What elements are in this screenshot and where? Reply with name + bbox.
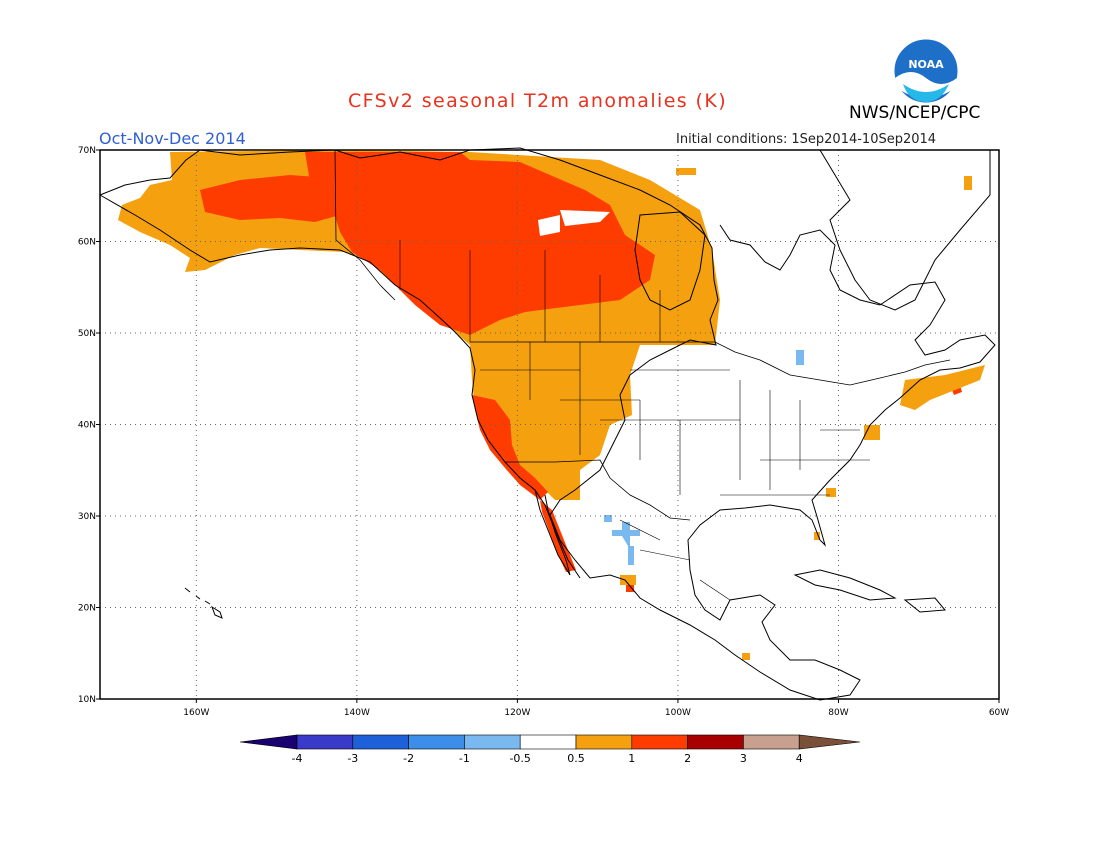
lat-tick-label: 20N <box>78 604 96 614</box>
colorbar: -4 -3 -2 -1 -0.5 0.5 1 2 3 4 <box>239 734 861 765</box>
lat-tick-label: 10N <box>78 695 96 705</box>
anomaly-region-red-california <box>472 395 548 500</box>
colorbar-label: -2 <box>403 752 414 765</box>
colorbar-label: 3 <box>740 752 747 765</box>
mexico-states <box>619 519 731 601</box>
alaska-canada-border <box>334 149 396 301</box>
lat-tick-label: 40N <box>78 421 96 431</box>
us-mexico-border <box>505 459 691 521</box>
anomaly-region-red-canada-core <box>305 152 655 335</box>
us-states <box>480 342 870 496</box>
anomaly-region-red-mexico-coast <box>626 585 634 592</box>
canada-us-border <box>470 341 951 386</box>
coastlines <box>99 147 996 701</box>
anomaly-region-red-alaska-core <box>200 175 340 222</box>
coastline-hispaniola <box>903 597 947 613</box>
anomaly-region-orange-new-england <box>900 365 985 410</box>
lon-tick-label: 80W <box>828 708 848 718</box>
axis-labels: 10N 20N 30N 40N 50N 60N 70N 160W 140W 120W 100W 80W… <box>78 146 1009 718</box>
colorbar-segment <box>352 734 409 750</box>
chart-title: CFSv2 seasonal T2m anomalies (K) <box>348 90 728 112</box>
coastline-west <box>99 194 581 579</box>
colorbar-segment <box>687 734 744 750</box>
anomaly-region-orange-carolinas <box>826 488 836 497</box>
lon-tick-label: 60W <box>989 708 1009 718</box>
agency-label: NWS/NCEP/CPC <box>849 103 981 123</box>
lon-tick-label: 100W <box>665 708 691 718</box>
lake-great-bear-lake <box>538 215 560 236</box>
anomaly-region-orange-mexico-coast <box>620 575 636 585</box>
noaa-logo-text: NOAA <box>908 58 944 71</box>
colorbar-label: -1 <box>459 752 470 765</box>
coastline-north-america <box>99 147 996 701</box>
lon-tick-label: 120W <box>504 708 530 718</box>
colorbar-label: 0.5 <box>567 752 585 765</box>
lat-tick-label: 60N <box>78 238 96 248</box>
coastline-cuba <box>793 569 897 601</box>
initial-conditions-value: 1Sep2014-10Sep2014 <box>791 132 937 147</box>
initial-conditions: Initial conditions: 1Sep2014-10Sep2014 <box>676 132 940 147</box>
colorbar-high-arrow <box>798 734 861 750</box>
anomaly-shading <box>118 150 985 660</box>
colorbar-segment <box>296 734 354 750</box>
noaa-logo: NOAA <box>893 38 959 104</box>
map-frame <box>99 149 1000 700</box>
lake-great-slave-lake <box>560 210 610 226</box>
lon-tick-label: 160W <box>183 708 209 718</box>
anomaly-region-orange-greenland-coast <box>964 176 972 190</box>
coastline-hawaii <box>184 587 223 619</box>
anomaly-region-blue-northern-mexico <box>612 522 640 565</box>
anomaly-region-blue-michigan <box>796 350 804 365</box>
lon-tick-label: 140W <box>344 708 370 718</box>
lat-tick-label: 50N <box>78 329 96 339</box>
colorbar-segment <box>519 734 577 750</box>
colorbar-segment <box>575 734 633 750</box>
coastline-greenland <box>819 149 991 311</box>
political-borders <box>334 149 951 601</box>
colorbar-label: 2 <box>684 752 691 765</box>
anomaly-region-orange-central-america <box>742 653 750 660</box>
colorbar-label: -3 <box>347 752 358 765</box>
canada-provinces <box>399 240 661 342</box>
lat-tick-label: 70N <box>78 146 96 156</box>
colorbar-label: -0.5 <box>509 752 530 765</box>
anomaly-region-orange-florida <box>814 532 820 540</box>
anomaly-region-blue-texas-dot <box>604 515 612 522</box>
colorbar-segment <box>631 734 688 750</box>
colorbar-segment <box>408 734 465 750</box>
colorbar-segment <box>464 734 521 750</box>
lat-tick-label: 30N <box>78 512 96 522</box>
colorbar-label: -4 <box>292 752 303 765</box>
colorbar-label: 4 <box>796 752 803 765</box>
colorbar-segment <box>743 734 800 750</box>
initial-conditions-label: Initial conditions: <box>676 132 788 147</box>
anomaly-region-orange-hudson-north <box>676 168 696 175</box>
forecast-period: Oct-Nov-Dec 2014 <box>99 129 246 148</box>
coastline-baja <box>534 489 571 576</box>
colorbar-label: 1 <box>628 752 635 765</box>
coastline-hudson-bay <box>634 211 706 311</box>
colorbar-low-arrow <box>239 734 298 750</box>
